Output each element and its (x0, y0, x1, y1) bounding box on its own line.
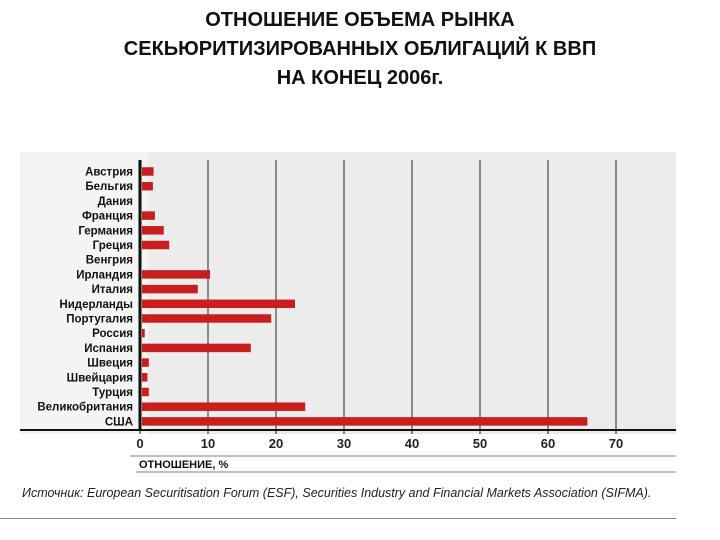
grid-layer (207, 160, 617, 430)
x-tick-label: 70 (609, 436, 623, 451)
paper-tint (20, 152, 148, 442)
paper-lower-band (20, 434, 676, 482)
category-label: Германия (78, 225, 133, 237)
category-label: Италия (92, 284, 133, 296)
bar-8 (142, 270, 210, 279)
bar-18 (142, 417, 588, 426)
bar-15 (142, 373, 148, 382)
category-label: Россия (92, 328, 133, 340)
category-label-layer: Австрия Бельгия Дания Франция Германия Греция… (37, 167, 133, 429)
bar-17 (142, 402, 306, 411)
category-label: Дания (98, 196, 133, 208)
category-label: Испания (84, 343, 133, 355)
category-label: Ирландия (76, 269, 133, 281)
x-tick-label: 60 (541, 436, 555, 451)
page-edge-line (0, 518, 676, 519)
category-label: Португалия (66, 314, 133, 326)
category-label: Греция (93, 240, 133, 252)
x-axis-title: ОТНОШЕНИЕ, % (139, 459, 228, 471)
bar-12 (142, 328, 145, 338)
category-label: Швейцария (67, 372, 133, 384)
bar-11 (142, 314, 272, 323)
x-tick-label: 10 (201, 436, 215, 451)
x-tick-label: 50 (473, 436, 487, 451)
axis-layer: 0 10 20 30 40 50 60 70 (20, 160, 676, 473)
bar-9 (142, 284, 198, 294)
bar-2 (142, 181, 153, 191)
category-label: Австрия (85, 167, 133, 179)
title-line-1: ОТНОШЕНИЕ ОБЪЕМА РЫНКА (205, 9, 515, 31)
title-line-3: НА КОНЕЦ 2006г. (276, 67, 444, 89)
bar-13 (142, 343, 251, 353)
category-label: Франция (82, 211, 133, 223)
category-label: Великобритания (37, 402, 133, 414)
x-tick-label: 20 (269, 436, 283, 451)
bar-6 (142, 240, 170, 250)
category-label: США (105, 416, 133, 428)
x-tick-label: 40 (405, 436, 419, 451)
category-label: Нидерланды (59, 299, 133, 311)
source-note: Источник: European Securitisation Forum … (22, 486, 652, 500)
bar-14 (142, 358, 149, 367)
bar-16 (142, 387, 149, 397)
category-label: Швеция (87, 358, 133, 370)
category-label: Бельгия (85, 181, 133, 193)
x-tick-label: 0 (136, 436, 143, 451)
category-label: Венгрия (86, 255, 133, 267)
x-tick-label: 30 (337, 436, 351, 451)
slide-title: ОТНОШЕНИЕ ОБЪЕМА РЫНКА СЕКЬЮРИТИЗИРОВАНН… (0, 6, 720, 93)
bar-layer (142, 167, 588, 426)
bar-10 (142, 299, 295, 309)
scan-background (20, 152, 676, 482)
bar-5 (142, 226, 164, 235)
bar-4 (142, 211, 155, 220)
bar-1 (142, 167, 154, 176)
category-label: Турция (92, 387, 133, 399)
title-line-2: СЕКЬЮРИТИЗИРОВАННЫХ ОБЛИГАЦИЙ К ВВП (123, 38, 597, 60)
